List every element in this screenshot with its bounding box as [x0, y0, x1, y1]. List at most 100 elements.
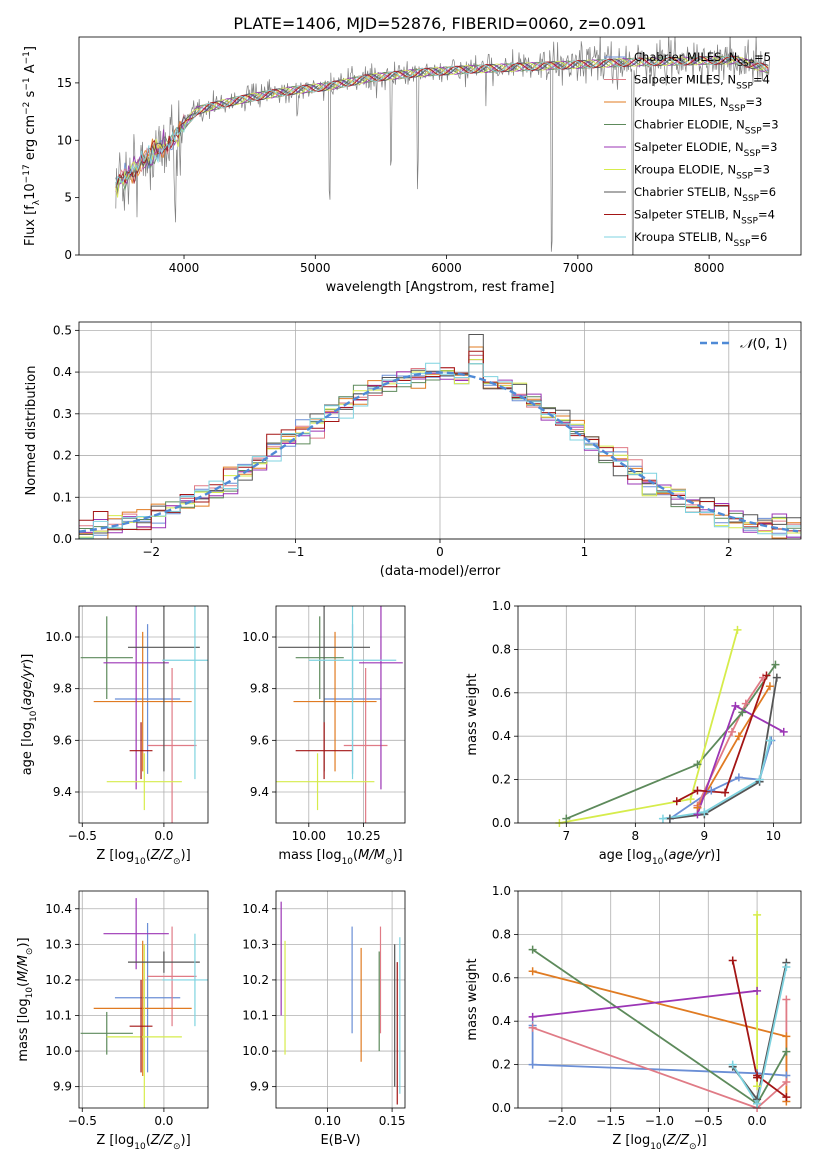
error-bar — [295, 616, 344, 699]
y-tick-label: 0.3 — [53, 407, 72, 421]
error-bar — [147, 668, 197, 823]
y-tick-label: 0.6 — [492, 686, 511, 700]
x-axis-label: E(B-V) — [320, 1133, 360, 1148]
y-tick-label: 1.0 — [492, 884, 511, 898]
x-tick-label: 7 — [562, 829, 570, 843]
y-tick-label: 0.4 — [492, 729, 511, 743]
x-axis-label: wavelength [Angstrom, rest frame] — [326, 280, 555, 295]
data-point — [753, 1099, 762, 1108]
x-axis-label: mass [log10(M/M⊙)] — [278, 848, 402, 867]
error-bar — [80, 616, 133, 699]
error-bar — [293, 631, 377, 772]
axes-frame — [275, 605, 406, 824]
panel-mass-weight-vs-age: 7 8 9 10 0.0 0.2 0.4 0.6 0.8 1.0 age [log10(age/yr… — [465, 599, 802, 867]
axes-frame — [78, 36, 802, 256]
error-bar — [129, 979, 153, 1073]
y-axis-label: mass weight — [465, 673, 480, 755]
y-tick-label: 9.8 — [250, 682, 269, 696]
x-tick-label: 0 — [436, 545, 444, 559]
error-bar — [162, 606, 208, 780]
y-tick-label: 9.4 — [250, 785, 269, 799]
error-bar — [162, 933, 208, 1027]
y-tick-label: 0.8 — [492, 927, 511, 941]
model-spectrum — [115, 55, 769, 186]
y-tick-label: 10.4 — [242, 902, 269, 916]
data-point — [734, 773, 743, 782]
x-tick-label: −0.5 — [68, 829, 97, 843]
axes-frame — [517, 890, 802, 1109]
plot-area — [79, 334, 801, 539]
data-point — [528, 967, 537, 976]
legend-label: Salpeter ELODIE, NSSP=3 — [634, 140, 777, 159]
legend-label: Salpeter STELIB, NSSP=4 — [634, 208, 775, 227]
error-bar — [106, 944, 182, 1108]
y-tick-label: 5 — [64, 191, 72, 205]
x-tick-label: −2.0 — [547, 1114, 576, 1128]
x-axis-label: Z [log10(Z/Z⊙)] — [96, 1133, 190, 1152]
data-point — [753, 986, 762, 995]
y-tick-label: 0.2 — [53, 449, 72, 463]
series-line — [731, 966, 788, 1107]
y-tick-label: 0.5 — [53, 323, 72, 337]
plot-area — [80, 898, 208, 1108]
x-axis-label: Z [log10(Z/Z⊙)] — [96, 848, 190, 867]
y-tick-label: 0.2 — [492, 773, 511, 787]
model-spectrum — [115, 55, 769, 185]
error-bar — [93, 631, 192, 772]
error-bar — [359, 606, 403, 790]
error-bar — [114, 923, 181, 1073]
y-tick-label: 9.9 — [250, 1080, 269, 1094]
data-point — [765, 736, 774, 745]
y-tick-label: 10 — [57, 133, 72, 147]
axes-frame — [78, 605, 209, 824]
histogram-steps — [79, 362, 801, 539]
x-tick-label: −1.0 — [645, 1114, 674, 1128]
data-point — [782, 962, 791, 971]
data-point — [734, 732, 743, 741]
data-point — [772, 673, 781, 682]
panel-spectrum: 4000 5000 6000 7000 8000 0 5 10 15 Chabrier MILES… — [22, 36, 802, 295]
x-tick-label: 2 — [725, 545, 733, 559]
x-tick-label: −1 — [287, 545, 305, 559]
error-bar — [276, 753, 375, 811]
plot-area — [115, 37, 770, 255]
data-point — [686, 795, 695, 804]
data-point — [738, 708, 747, 717]
y-tick-label: 0.0 — [492, 1101, 511, 1115]
y-tick-label: 9.6 — [250, 733, 269, 747]
data-point — [672, 797, 681, 806]
legend-label: Kroupa STELIB, NSSP=6 — [634, 230, 767, 249]
error-bar — [114, 624, 181, 774]
data-point — [707, 786, 716, 795]
error-bar — [308, 606, 397, 780]
data-point — [658, 814, 667, 823]
y-axis-label: age [log10(age/yr)] — [20, 654, 39, 776]
data-point — [700, 808, 709, 817]
y-tick-label: 1.0 — [492, 599, 511, 613]
plot-area — [280, 901, 401, 1105]
series-line — [565, 664, 777, 820]
series-line — [696, 677, 764, 806]
data-point — [741, 699, 750, 708]
axes-frame — [517, 605, 802, 824]
x-tick-label: −0.5 — [694, 1114, 723, 1128]
data-point — [782, 1047, 791, 1056]
y-tick-label: 9.9 — [53, 1080, 72, 1094]
y-tick-label: 10.0 — [45, 1044, 72, 1058]
axes-frame — [78, 321, 802, 540]
y-tick-label: 0.8 — [492, 642, 511, 656]
error-bar — [103, 898, 169, 970]
axes-frame — [275, 890, 406, 1109]
y-tick-label: 0.2 — [492, 1058, 511, 1072]
error-bar — [295, 722, 353, 780]
data-point — [528, 1060, 537, 1069]
x-tick-label: 10 — [766, 829, 781, 843]
data-point — [728, 1060, 737, 1069]
x-tick-label: −2 — [142, 545, 160, 559]
plot-area — [80, 606, 208, 823]
data-point — [733, 625, 742, 634]
x-tick-label: 10.25 — [346, 829, 380, 843]
x-tick-label: 8000 — [694, 261, 725, 275]
legend-label: Chabrier MILES, NSSP=5 — [634, 50, 771, 69]
